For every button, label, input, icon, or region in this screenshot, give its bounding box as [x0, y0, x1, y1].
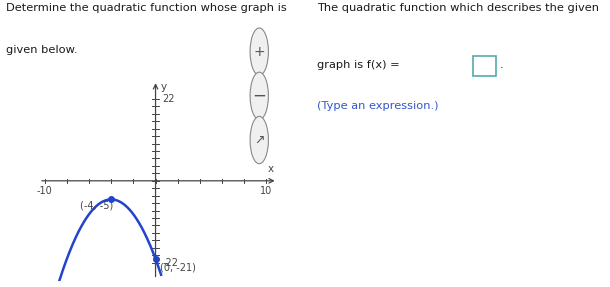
Text: graph is f(x) =: graph is f(x) = — [317, 60, 400, 70]
Text: (0, -21): (0, -21) — [160, 263, 196, 273]
Text: (Type an expression.): (Type an expression.) — [317, 101, 439, 111]
Text: 10: 10 — [260, 186, 273, 196]
Text: -22: -22 — [162, 258, 178, 268]
Text: x: x — [268, 164, 274, 174]
Circle shape — [250, 28, 268, 75]
Text: .: . — [500, 60, 503, 70]
Text: The quadratic function which describes the given: The quadratic function which describes t… — [317, 3, 599, 13]
Text: (-4, -5): (-4, -5) — [80, 201, 113, 211]
Text: given below.: given below. — [6, 46, 77, 55]
Text: -10: -10 — [37, 186, 52, 196]
Text: ↗: ↗ — [254, 133, 265, 147]
FancyBboxPatch shape — [473, 56, 497, 76]
Text: +: + — [253, 45, 265, 59]
Text: −: − — [253, 87, 266, 105]
Text: y: y — [161, 82, 167, 92]
Circle shape — [250, 72, 268, 120]
Text: Determine the quadratic function whose graph is: Determine the quadratic function whose g… — [6, 3, 287, 13]
Text: 22: 22 — [162, 94, 174, 104]
Circle shape — [250, 116, 268, 164]
